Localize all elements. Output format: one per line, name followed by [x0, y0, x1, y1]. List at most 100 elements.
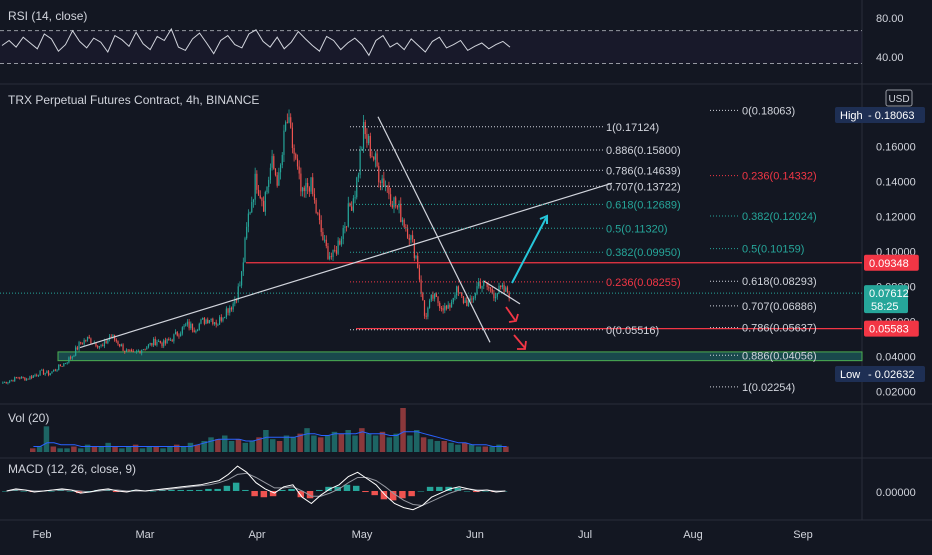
- price-candle: [183, 325, 185, 328]
- volume-bar: [139, 448, 146, 452]
- price-candle: [159, 340, 161, 343]
- price-candle: [271, 156, 273, 168]
- volume-bar: [98, 446, 105, 452]
- volume-bar: [126, 446, 132, 452]
- volume-bar: [222, 435, 228, 452]
- volume-bar: [201, 441, 207, 452]
- price-candle: [151, 342, 153, 346]
- price-candle: [428, 300, 431, 308]
- volume-bar: [448, 442, 454, 452]
- high-pill-label: High: [840, 110, 863, 122]
- price-candle: [12, 380, 14, 382]
- price-candle: [412, 235, 414, 240]
- volume-bar: [235, 439, 242, 452]
- price-candle: [307, 182, 309, 188]
- time-tick-label: Feb: [33, 529, 52, 541]
- macd-histogram-bar: [168, 489, 175, 491]
- price-candle: [420, 279, 422, 294]
- time-tick-label: Apr: [248, 529, 265, 541]
- volume-bar: [414, 430, 420, 452]
- price-candle: [49, 373, 51, 376]
- price-candle: [14, 377, 16, 382]
- price-candle: [41, 369, 43, 371]
- price-candle: [29, 376, 31, 380]
- price-candle: [174, 331, 177, 335]
- price-candle: [80, 342, 82, 344]
- bullish-projection-arrow: [511, 214, 548, 284]
- price-candle: [332, 250, 334, 258]
- price-candle: [207, 319, 209, 324]
- price-candle: [81, 343, 84, 345]
- volume-bar: [256, 437, 262, 452]
- price-candle: [313, 194, 316, 200]
- price-candle: [439, 302, 441, 309]
- price-candle: [237, 286, 239, 300]
- price-candle: [69, 357, 72, 359]
- fib-right-label: 0.236(0.14332): [742, 171, 817, 183]
- price-candle: [281, 154, 283, 166]
- bearish-projection-arrow: [513, 334, 527, 350]
- macd-histogram-bar: [297, 491, 305, 498]
- price-candle: [215, 322, 217, 325]
- price-candle: [53, 369, 55, 372]
- price-candle: [169, 339, 172, 341]
- price-candle: [73, 355, 75, 357]
- macd-histogram-bar: [325, 486, 332, 491]
- volume-bar: [208, 437, 214, 452]
- price-candle: [156, 341, 158, 346]
- price-candle: [75, 347, 77, 356]
- price-candle: [3, 381, 6, 383]
- price-candle: [212, 318, 214, 324]
- price-candle: [149, 342, 151, 345]
- volume-bar: [112, 446, 118, 452]
- price-candle: [354, 197, 356, 199]
- price-candle: [63, 363, 65, 367]
- price-candle: [166, 339, 168, 344]
- price-candle: [46, 371, 48, 374]
- macd-histogram-bar: [242, 489, 249, 491]
- macd-histogram-bar: [380, 491, 388, 500]
- price-candle: [430, 294, 432, 301]
- price-candle: [25, 378, 28, 381]
- price-candle: [273, 156, 275, 169]
- price-candle: [124, 350, 126, 352]
- price-candle: [210, 318, 212, 321]
- high-pill-bg: [835, 107, 925, 123]
- price-candle: [117, 341, 119, 345]
- price-candle: [7, 382, 9, 384]
- volume-bar: [400, 408, 406, 452]
- price-candle: [362, 121, 365, 149]
- price-candle: [481, 285, 483, 289]
- price-candle: [417, 255, 419, 268]
- price-candle: [486, 282, 488, 287]
- price-candle: [300, 173, 302, 192]
- price-candle: [496, 293, 498, 297]
- volume-bar: [160, 448, 166, 452]
- price-candle: [122, 344, 124, 351]
- price-candle: [483, 281, 485, 286]
- price-candle: [342, 227, 344, 239]
- volume-bar: [372, 435, 379, 452]
- price-candle: [418, 267, 420, 280]
- price-candle: [51, 371, 53, 374]
- price-candle: [219, 317, 221, 325]
- price-candle: [227, 308, 229, 313]
- price-candle: [32, 375, 34, 378]
- price-candle: [78, 342, 80, 350]
- price-candle: [115, 339, 117, 342]
- price-candle: [403, 219, 405, 227]
- price-candle: [247, 213, 249, 227]
- price-candle: [24, 377, 26, 381]
- volume-bar: [78, 448, 84, 452]
- price-candle: [54, 369, 56, 371]
- price-candle: [344, 226, 346, 228]
- volume-bar: [43, 426, 50, 452]
- ascending-trendline: [79, 182, 613, 349]
- price-tick-label: 0.16000: [876, 141, 916, 153]
- price-candle: [346, 226, 348, 228]
- support-price-pill-bg: [864, 320, 919, 337]
- price-candle: [393, 197, 395, 208]
- price-candle: [442, 308, 444, 311]
